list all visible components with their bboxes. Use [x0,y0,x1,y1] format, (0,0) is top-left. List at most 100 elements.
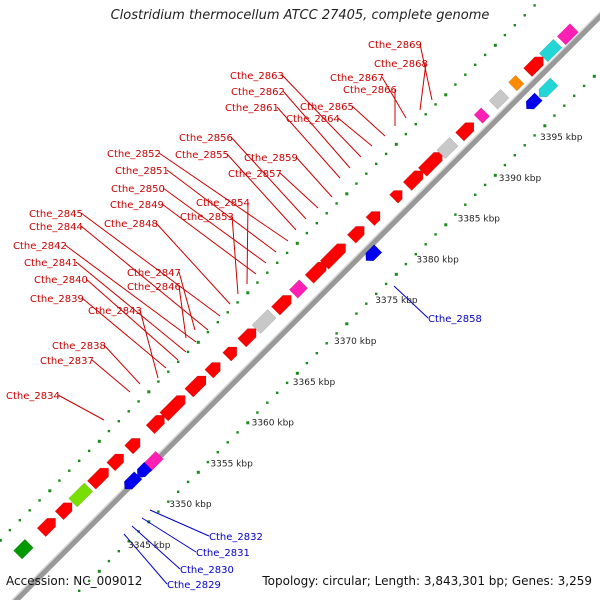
blue-rev-feature[interactable] [365,244,383,262]
gene-label[interactable]: Cthe_2868 [374,59,428,70]
red-feature[interactable] [402,170,424,191]
magenta-feature[interactable] [556,23,579,46]
lower-tick [117,550,120,553]
gene-label[interactable]: Cthe_2862 [231,87,285,98]
red-feature[interactable] [304,261,327,284]
feature-track[interactable] [13,23,579,560]
red-feature[interactable] [159,395,186,422]
lower-tick [246,421,250,425]
red-feature[interactable] [124,438,141,455]
red-feature[interactable] [365,211,381,226]
gene-label[interactable]: Cthe_2841 [24,258,78,269]
gene-label[interactable]: Cthe_2853 [180,212,234,223]
leader-line [158,152,289,242]
gene-label[interactable]: Cthe_2829 [167,580,221,591]
gray-feature[interactable] [488,89,510,110]
gene-label[interactable]: Cthe_2855 [175,150,229,161]
gene-label[interactable]: Cthe_2831 [196,548,250,559]
gene-label[interactable]: Cthe_2850 [111,184,165,195]
blue-rev-feature[interactable] [525,92,543,110]
gene-label[interactable]: Cthe_2869 [368,40,422,51]
magenta-feature[interactable] [288,279,309,299]
gene-label[interactable]: Cthe_2861 [225,103,279,114]
upper-tick [117,420,120,423]
magenta-feature[interactable] [473,107,490,124]
orange-feature[interactable] [508,74,525,92]
red-feature[interactable] [346,226,365,244]
lime-feature[interactable] [68,482,94,508]
gene-label[interactable]: Cthe_2856 [179,133,233,144]
lower-tick [167,500,170,503]
gene-label[interactable]: Cthe_2843 [88,306,142,317]
lower-tick [474,193,477,196]
gene-label[interactable]: Cthe_2859 [244,153,298,164]
gene-label[interactable]: Cthe_2857 [228,169,282,180]
gene-label[interactable]: Cthe_2854 [196,198,250,209]
cyan-rev-feature[interactable] [538,77,559,98]
leader-line [231,215,239,295]
map-title: Clostridium thermocellum ATCC 27405, com… [110,8,490,23]
red-feature[interactable] [222,346,238,362]
blue-rev-feature[interactable] [136,461,153,478]
scale-label: 3370 kbp [334,337,377,347]
upper-tick [48,489,52,493]
upper-tick [157,380,160,383]
gene-label[interactable]: Cthe_2845 [29,209,83,220]
gray-feature[interactable] [251,309,277,334]
gene-label[interactable]: Cthe_2844 [29,222,83,233]
gene-label[interactable]: Cthe_2851 [115,166,169,177]
red-feature[interactable] [389,190,403,204]
gene-label[interactable]: Cthe_2834 [6,391,60,402]
red-feature[interactable] [184,375,207,398]
leader-line [161,203,257,275]
red-feature[interactable] [36,518,56,538]
lower-tick [543,124,547,128]
lower-tick [78,589,81,592]
gene-label[interactable]: Cthe_2849 [110,200,164,211]
red-feature[interactable] [106,453,124,472]
gene-label[interactable]: Cthe_2858 [428,314,482,325]
upper-tick [493,43,497,47]
gene-label[interactable]: Cthe_2848 [104,219,158,230]
gene-label[interactable]: Cthe_2867 [330,73,384,84]
gene-label[interactable]: Cthe_2866 [343,85,397,96]
leader-line [131,525,181,570]
gene-label[interactable]: Cthe_2832 [209,532,263,543]
red-feature[interactable] [455,122,475,142]
red-feature[interactable] [86,467,109,490]
gene-label[interactable]: Cthe_2852 [107,149,161,160]
red-feature[interactable] [237,328,257,348]
gene-label[interactable]: Cthe_2838 [52,341,106,352]
upper-tick [533,4,536,7]
red-feature[interactable] [319,243,346,270]
upper-tick [266,271,269,274]
cyan-feature[interactable] [538,38,563,63]
gene-label[interactable]: Cthe_2865 [300,102,354,113]
red-feature[interactable] [271,295,292,316]
green-feature[interactable] [13,538,34,560]
gene-label[interactable]: Cthe_2837 [40,356,94,367]
red-feature[interactable] [204,362,221,379]
lower-tick [226,441,229,444]
red-feature[interactable] [523,56,544,78]
gene-label[interactable]: Cthe_2847 [127,268,181,279]
gene-label[interactable]: Cthe_2830 [180,565,234,576]
gene-label[interactable]: Cthe_2863 [230,71,284,82]
gray-feature[interactable] [436,137,459,160]
red-feature[interactable] [145,415,165,435]
gene-label[interactable]: Cthe_2842 [13,241,67,252]
lower-tick [483,183,487,187]
upper-tick [464,73,467,76]
upper-tick [474,63,477,66]
gene-label[interactable]: Cthe_2839 [30,294,84,305]
leader-line [162,187,267,264]
upper-tick [206,330,210,334]
gene-label[interactable]: Cthe_2864 [286,114,340,125]
red-feature[interactable] [417,152,443,177]
gene-label[interactable]: Cthe_2846 [127,282,181,293]
leader-line [381,76,407,119]
gene-label[interactable]: Cthe_2840 [34,275,88,286]
red-feature[interactable] [54,502,73,521]
